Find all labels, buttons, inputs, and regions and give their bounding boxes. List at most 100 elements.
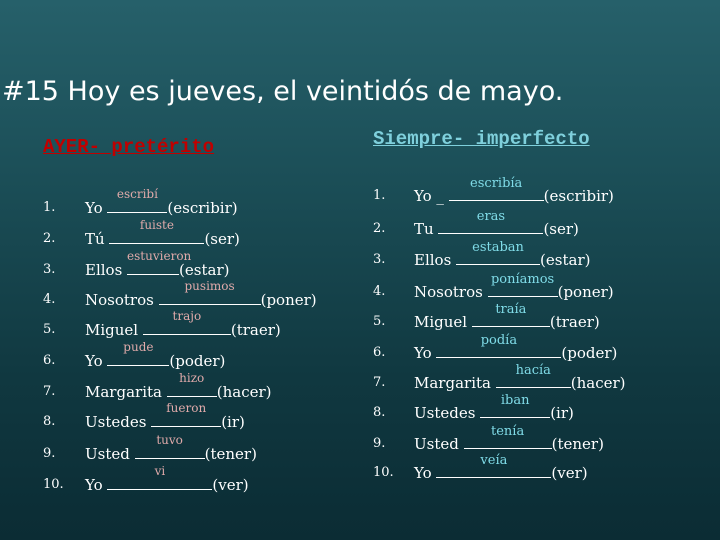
infinitive: (traer) bbox=[549, 313, 600, 331]
infinitive: (poner) bbox=[260, 291, 317, 309]
preterite-heading: AYER- pretérito bbox=[43, 136, 215, 158]
item-number: 10. bbox=[43, 477, 64, 492]
answer-text: podía bbox=[480, 333, 518, 348]
subject: Ustedes bbox=[85, 413, 152, 431]
answer-text: eras bbox=[476, 209, 506, 224]
subject: Yo bbox=[85, 352, 108, 370]
answer-blank[interactable]: vi bbox=[107, 464, 213, 490]
item-number: 3. bbox=[43, 262, 56, 277]
infinitive: (traer) bbox=[230, 321, 281, 339]
answer-text: fueron bbox=[166, 401, 207, 415]
answer-text: tenía bbox=[491, 424, 525, 439]
infinitive: (tener) bbox=[551, 435, 604, 453]
subject: Ustedes bbox=[414, 404, 481, 422]
answer-blank[interactable]: traía bbox=[471, 302, 550, 327]
subject: Yo bbox=[85, 476, 108, 494]
subject: Tu bbox=[414, 220, 439, 238]
answer-text: iban bbox=[500, 393, 530, 408]
answer-blank[interactable]: poníamos bbox=[487, 272, 558, 297]
infinitive: (ir) bbox=[550, 404, 574, 422]
subject: Nosotros bbox=[414, 283, 488, 301]
answer-text: estuvieron bbox=[127, 249, 192, 263]
answer-blank[interactable]: hacía bbox=[495, 363, 571, 388]
infinitive: (ver) bbox=[212, 476, 249, 494]
infinitive: (poder) bbox=[561, 344, 618, 362]
answer-blank[interactable]: escribía bbox=[448, 176, 544, 201]
infinitive: (escribir) bbox=[167, 199, 238, 217]
answer-blank[interactable]: tenía bbox=[463, 424, 552, 449]
sentence: Yo _ escribía (escribir) bbox=[414, 176, 614, 205]
item-number: 9. bbox=[43, 446, 56, 461]
answer-blank[interactable]: eras bbox=[438, 209, 544, 234]
subject: Nosotros bbox=[85, 291, 159, 309]
infinitive: (poner) bbox=[557, 283, 614, 301]
infinitive: (tener) bbox=[204, 445, 257, 463]
sentence: Tu eras (ser) bbox=[414, 209, 579, 238]
infinitive: (ver) bbox=[551, 464, 588, 482]
answer-blank[interactable]: estaban bbox=[456, 240, 541, 265]
infinitive: (hacer) bbox=[570, 374, 626, 392]
item-number: 7. bbox=[373, 375, 386, 390]
answer-blank[interactable]: iban bbox=[480, 393, 551, 418]
answer-blank[interactable]: hizo bbox=[166, 371, 217, 397]
item-number: 6. bbox=[373, 345, 386, 360]
item-number: 8. bbox=[373, 405, 386, 420]
item-number: 9. bbox=[373, 436, 386, 451]
subject: Yo bbox=[414, 344, 437, 362]
subject: Margarita bbox=[85, 383, 167, 401]
answer-text: pusimos bbox=[184, 279, 235, 293]
item-number: 2. bbox=[43, 231, 56, 246]
answer-blank[interactable]: veía bbox=[436, 453, 552, 478]
answer-text: estaban bbox=[472, 240, 524, 255]
sentence: Tú fuiste (ser) bbox=[85, 218, 240, 248]
sentence: Yo pude (poder) bbox=[85, 340, 226, 370]
answer-text: poníamos bbox=[490, 272, 555, 287]
answer-text: veía bbox=[480, 453, 508, 468]
item-number: 2. bbox=[373, 221, 386, 236]
infinitive: (estar) bbox=[179, 261, 230, 279]
item-number: 5. bbox=[373, 314, 386, 329]
answer-text: fuiste bbox=[139, 218, 174, 232]
subject: Yo bbox=[414, 464, 437, 482]
sentence: Usted tenía (tener) bbox=[414, 424, 604, 453]
answer-blank[interactable]: escribí bbox=[107, 187, 168, 213]
sentence: Ustedes iban (ir) bbox=[414, 393, 574, 422]
answer-blank[interactable]: podía bbox=[436, 333, 562, 358]
answer-text: escribía bbox=[470, 176, 523, 191]
item-number: 1. bbox=[43, 200, 56, 215]
slide-title: #15 Hoy es jueves, el veintidós de mayo. bbox=[2, 76, 564, 107]
subject: Tú bbox=[85, 230, 110, 248]
sentence: Yo veía (ver) bbox=[414, 453, 588, 482]
imperfect-heading: Siempre- imperfecto bbox=[373, 128, 590, 150]
infinitive: (poder) bbox=[169, 352, 226, 370]
answer-blank[interactable]: fuiste bbox=[109, 218, 205, 244]
subject: Ellos bbox=[85, 261, 128, 279]
subject: Yo bbox=[85, 199, 108, 217]
answer-text: tuvo bbox=[156, 433, 183, 447]
sentence: Nosotros poníamos (poner) bbox=[414, 272, 614, 301]
sentence: Yo podía (poder) bbox=[414, 333, 618, 362]
sentence: Ellos estaban (estar) bbox=[414, 240, 591, 269]
sentence: Miguel trajo (traer) bbox=[85, 309, 281, 339]
answer-blank[interactable]: pude bbox=[107, 340, 170, 366]
item-number: 3. bbox=[373, 252, 386, 267]
subject: Miguel bbox=[414, 313, 472, 331]
answer-blank[interactable]: trajo bbox=[142, 309, 231, 335]
answer-blank[interactable]: fueron bbox=[151, 401, 222, 427]
answer-blank[interactable]: estuvieron bbox=[127, 249, 191, 275]
sentence: Ustedes fueron (ir) bbox=[85, 401, 245, 431]
item-number: 4. bbox=[43, 292, 56, 307]
answer-text: escribí bbox=[116, 187, 158, 201]
infinitive: (estar) bbox=[540, 251, 591, 269]
answer-blank[interactable]: pusimos bbox=[158, 279, 261, 305]
item-number: 7. bbox=[43, 384, 56, 399]
sentence: Margarita hizo (hacer) bbox=[85, 371, 272, 401]
answer-text: hizo bbox=[179, 371, 205, 385]
sentence: Nosotros pusimos (poner) bbox=[85, 279, 317, 309]
answer-text: traía bbox=[495, 302, 527, 317]
subject: Ellos bbox=[414, 251, 457, 269]
item-number: 1. bbox=[373, 188, 386, 203]
answer-blank[interactable]: tuvo bbox=[134, 433, 205, 459]
infinitive: (ser) bbox=[204, 230, 240, 248]
infinitive: (escribir) bbox=[543, 187, 614, 205]
